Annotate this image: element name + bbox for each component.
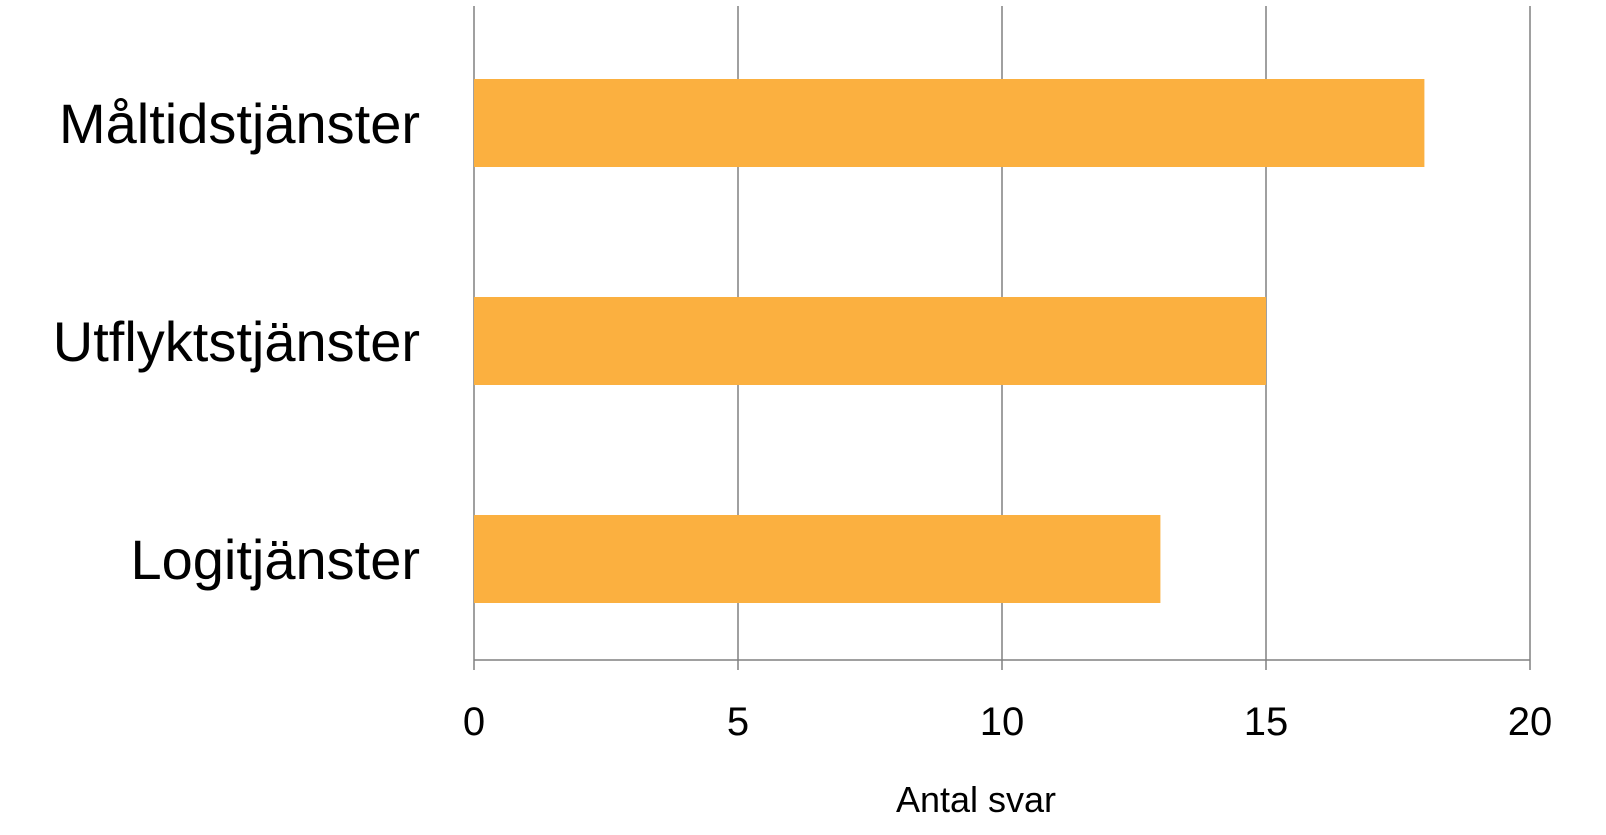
category-label: Logitjänster <box>130 528 420 591</box>
x-tick-labels: 0 5 10 15 20 <box>463 700 1552 744</box>
bar <box>474 297 1266 385</box>
x-tick-label: 5 <box>727 700 749 744</box>
bar <box>474 515 1161 603</box>
x-axis-title: Antal svar <box>896 779 1056 820</box>
bar <box>474 79 1425 167</box>
category-label: Måltidstjänster <box>59 92 420 155</box>
category-labels: Måltidstjänster Utflyktstjänster Logitjäns… <box>53 92 420 591</box>
x-tick-label: 0 <box>463 700 485 744</box>
x-tick-label: 20 <box>1508 700 1553 744</box>
bars <box>474 79 1425 603</box>
category-label: Utflyktstjänster <box>53 310 420 373</box>
x-tick-label: 10 <box>980 700 1025 744</box>
x-tick-label: 15 <box>1244 700 1289 744</box>
